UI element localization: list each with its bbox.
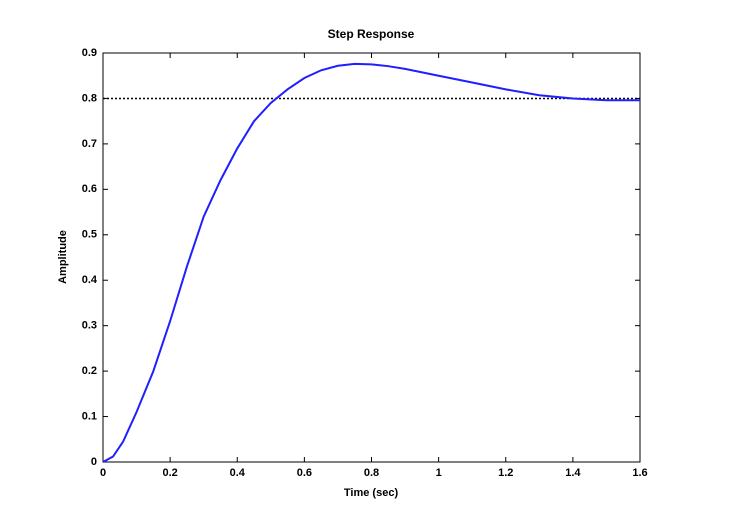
x-tick-label: 0.4 [230, 467, 246, 479]
y-tick-label: 0.8 [82, 92, 97, 104]
y-tick-label: 0.7 [82, 138, 97, 150]
plot-frame [102, 52, 641, 463]
x-tick-label: 0 [100, 467, 106, 479]
x-axis-label: Time (sec) [344, 487, 399, 499]
series-line [102, 62, 640, 463]
x-tick-label: 1.4 [565, 467, 581, 479]
y-tick-label: 0.9 [82, 47, 97, 59]
y-tick-label: 0.3 [82, 320, 97, 332]
y-tick-label: 0.1 [82, 410, 97, 422]
y-tick-label: 0.2 [82, 365, 97, 377]
x-tick-label: 0.2 [162, 467, 177, 479]
chart-title: Step Response [328, 27, 415, 41]
x-tick-label: 1 [436, 467, 442, 479]
x-tick-label: 0.8 [364, 467, 379, 479]
y-axis-label: Amplitude [57, 230, 69, 284]
x-tick-label: 1.6 [632, 467, 647, 479]
y-tick-label: 0.5 [82, 229, 97, 241]
x-tick-label: 1.2 [498, 467, 513, 479]
y-tick-label: 0.4 [82, 274, 98, 286]
y-tick-label: 0.6 [82, 183, 97, 195]
x-tick-label: 0.6 [297, 467, 312, 479]
y-tick-label: 0 [91, 456, 97, 468]
